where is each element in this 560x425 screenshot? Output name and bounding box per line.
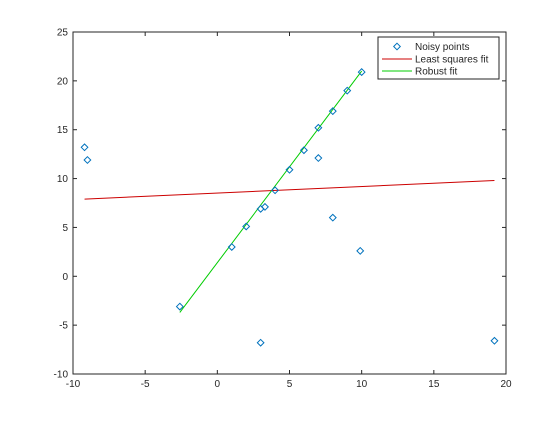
y-tick-label: 0 [62,272,68,283]
x-tick-label: -5 [141,379,150,390]
data-point [357,68,366,77]
legend-label-least-squares-fit: Least squares fit [415,55,489,66]
y-tick-label: -5 [59,321,68,332]
data-point [299,146,308,155]
legend-entry-least-squares-fit: Least squares fit [382,55,489,66]
y-tick-label: -10 [54,370,69,381]
y-tick-label: 15 [57,125,69,136]
legend-entry-robust-fit: Robust fit [382,67,457,78]
data-point [490,336,499,345]
x-tick-label: 20 [500,379,512,390]
y-tick-label: 20 [57,76,69,87]
data-point [328,107,337,116]
legend-marker-diamond [392,42,402,51]
y-tick-label: 10 [57,174,69,185]
data-point [328,213,337,222]
legend: Noisy points Least squares fit Robust fi… [377,36,500,80]
plot-background [73,32,506,374]
data-point [271,186,280,195]
data-point [80,143,89,152]
fit-line-least-squares-fit [84,180,495,200]
x-tick-label: 15 [428,379,440,390]
legend-label-noisy-points: Noisy points [415,42,469,53]
data-point [83,155,92,165]
data-point [227,242,236,251]
data-point [285,165,294,174]
data-point [256,338,265,347]
y-tick-label: 25 [57,28,69,39]
legend-entry-noisy-points: Noisy points [392,42,469,53]
data-point [242,222,251,231]
fit-line-robust-fit [179,70,363,313]
data-point [260,202,269,211]
data-point [343,86,352,95]
legend-label-robust-fit: Robust fit [415,67,457,78]
x-tick-label: 5 [287,379,293,390]
axes: -10 -5 0 5 10 15 20 -10 -5 0 5 10 15 20 25 [54,28,512,391]
scatter-points [80,68,499,347]
fit-lines [84,70,495,313]
y-tick-label: 5 [62,223,68,234]
x-tick-label: 0 [215,379,221,390]
data-point [356,246,365,255]
plot-area [73,32,506,374]
data-point [175,302,184,311]
x-tick-label: -10 [66,379,81,390]
data-point [314,123,323,132]
x-tick-label: 10 [356,379,368,390]
data-point [314,154,323,163]
